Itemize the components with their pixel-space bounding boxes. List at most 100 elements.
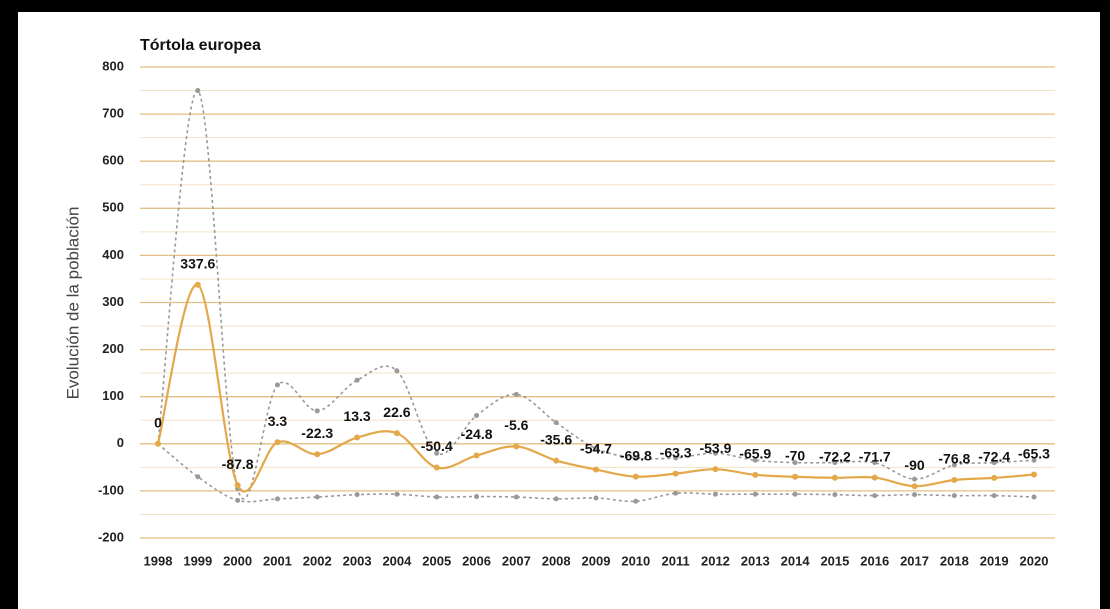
data-point bbox=[632, 473, 639, 480]
data-point bbox=[473, 452, 480, 459]
data-label: -69.8 bbox=[620, 447, 652, 463]
x-tick-label: 2018 bbox=[940, 553, 969, 568]
x-tick-label: 2017 bbox=[900, 553, 929, 568]
data-point bbox=[1031, 471, 1037, 478]
data-point bbox=[912, 476, 918, 482]
data-label: -71.7 bbox=[859, 448, 891, 464]
x-tick-label: 2012 bbox=[701, 553, 730, 568]
data-label: -70 bbox=[785, 447, 805, 463]
data-point bbox=[792, 473, 799, 480]
data-label: -63.3 bbox=[660, 444, 692, 460]
data-point bbox=[792, 460, 798, 466]
data-label: -50.4 bbox=[421, 438, 453, 454]
data-point bbox=[1031, 457, 1037, 463]
y-tick-label: 700 bbox=[102, 106, 124, 121]
data-label: -87.8 bbox=[222, 456, 254, 472]
y-tick-label: 0 bbox=[117, 435, 124, 450]
data-point bbox=[871, 474, 878, 481]
data-point bbox=[872, 460, 878, 466]
x-tick-label: 2003 bbox=[343, 553, 372, 568]
data-point bbox=[354, 434, 361, 441]
data-point bbox=[234, 482, 241, 489]
data-point bbox=[513, 443, 520, 450]
data-point bbox=[752, 457, 758, 463]
data-point bbox=[513, 494, 519, 500]
x-tick-label: 2001 bbox=[263, 553, 292, 568]
y-tick-label: 500 bbox=[102, 200, 124, 215]
data-point bbox=[195, 474, 201, 480]
data-point bbox=[195, 88, 201, 94]
data-label: 0 bbox=[154, 415, 162, 431]
data-point bbox=[991, 460, 997, 466]
data-point bbox=[911, 483, 918, 490]
data-point bbox=[394, 368, 400, 374]
data-label: 22.6 bbox=[383, 404, 410, 420]
data-point bbox=[1031, 494, 1037, 500]
data-label: -72.4 bbox=[978, 449, 1010, 465]
y-tick-label: 100 bbox=[102, 388, 124, 403]
data-point bbox=[951, 476, 958, 483]
y-tick-label: 400 bbox=[102, 247, 124, 262]
data-point bbox=[792, 491, 798, 497]
data-point bbox=[991, 474, 998, 481]
data-point bbox=[951, 462, 957, 468]
data-point bbox=[712, 450, 718, 456]
x-tick-label: 2007 bbox=[502, 553, 531, 568]
data-label: -72.2 bbox=[819, 449, 851, 465]
y-tick-label: 300 bbox=[102, 294, 124, 309]
data-label: -90 bbox=[904, 457, 924, 473]
data-point bbox=[553, 496, 559, 502]
data-label: -5.6 bbox=[504, 417, 528, 433]
data-point bbox=[513, 391, 519, 397]
data-point bbox=[314, 494, 320, 500]
data-point bbox=[274, 496, 280, 502]
data-point bbox=[991, 493, 997, 499]
data-point bbox=[433, 464, 440, 471]
x-tick-label: 2000 bbox=[223, 553, 252, 568]
y-tick-label: -100 bbox=[98, 482, 124, 497]
data-label: 337.6 bbox=[180, 255, 215, 271]
data-point bbox=[752, 491, 758, 497]
data-label: -35.6 bbox=[540, 431, 572, 447]
data-point bbox=[434, 450, 440, 456]
y-tick-label: 200 bbox=[102, 341, 124, 356]
data-point bbox=[672, 470, 679, 477]
x-tick-label: 2006 bbox=[462, 553, 491, 568]
data-label: 13.3 bbox=[343, 408, 370, 424]
data-point bbox=[553, 420, 559, 426]
data-label: -22.3 bbox=[301, 425, 333, 441]
data-point bbox=[235, 497, 241, 503]
data-point bbox=[393, 430, 400, 437]
x-tick-label: 1998 bbox=[144, 553, 173, 568]
data-point bbox=[712, 491, 718, 497]
x-tick-label: 2009 bbox=[582, 553, 611, 568]
data-label: -24.8 bbox=[461, 426, 493, 442]
data-point bbox=[314, 451, 321, 458]
data-point bbox=[593, 466, 599, 473]
data-point bbox=[633, 455, 639, 461]
x-tick-label: 2010 bbox=[621, 553, 650, 568]
data-point bbox=[832, 460, 838, 466]
data-label: -65.9 bbox=[739, 446, 771, 462]
x-tick-label: 2014 bbox=[781, 553, 811, 568]
data-point bbox=[274, 439, 281, 446]
x-tick-label: 2005 bbox=[422, 553, 451, 568]
x-tick-label: 2002 bbox=[303, 553, 332, 568]
data-point bbox=[553, 457, 560, 464]
y-tick-label: 600 bbox=[102, 153, 124, 168]
data-point bbox=[474, 494, 480, 500]
x-tick-label: 2016 bbox=[860, 553, 889, 568]
chart-background bbox=[18, 12, 1100, 609]
data-label: 3.3 bbox=[268, 413, 288, 429]
data-label: -65.3 bbox=[1018, 445, 1050, 461]
x-tick-label: 2004 bbox=[382, 553, 412, 568]
data-point bbox=[354, 492, 360, 498]
data-label: -54.7 bbox=[580, 440, 612, 456]
data-point bbox=[831, 474, 838, 481]
x-tick-label: 2020 bbox=[1020, 553, 1049, 568]
data-point bbox=[194, 281, 201, 288]
y-tick-label: -200 bbox=[98, 529, 124, 544]
y-tick-label: 800 bbox=[102, 58, 124, 73]
data-point bbox=[354, 377, 360, 383]
